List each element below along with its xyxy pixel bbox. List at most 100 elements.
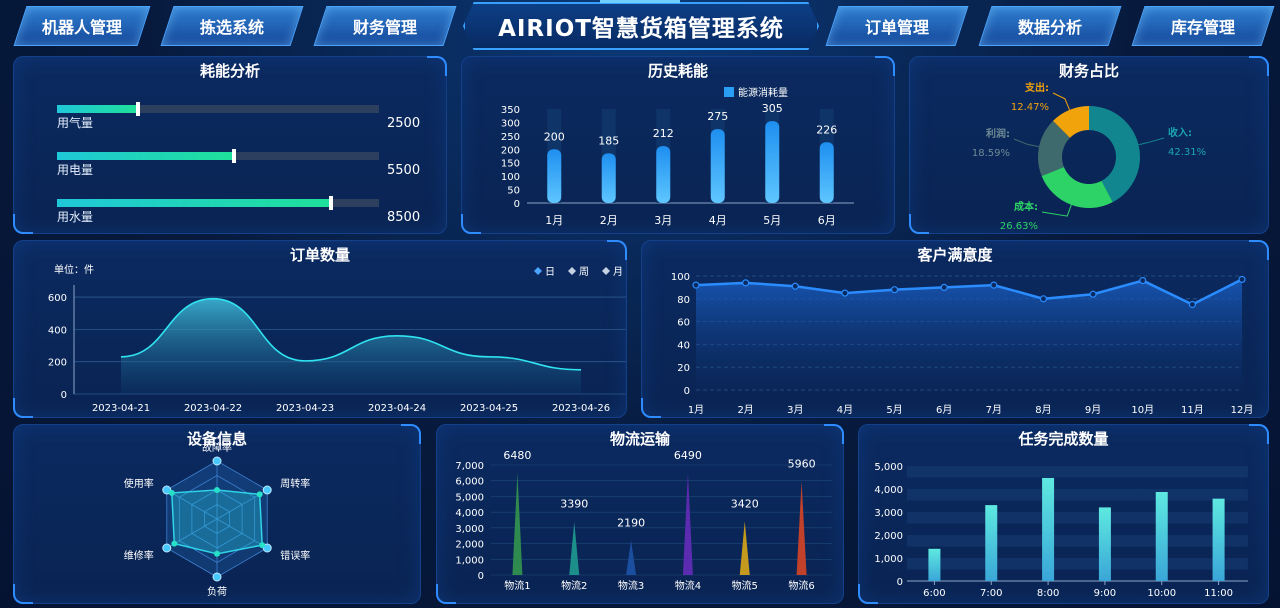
donut-value: 42.31% — [1168, 147, 1206, 158]
logistics-chart: 0 1,000 2,000 3,000 4,000 5,000 6,000 7,000 6480… — [455, 449, 832, 592]
radar-node — [212, 456, 222, 466]
unit-label: 单位：件 — [54, 263, 94, 276]
radar-axis-label: 使用率 — [124, 477, 154, 490]
bar — [985, 505, 998, 581]
y-tick-label: 4,000 — [874, 485, 903, 496]
bar-value-label: 212 — [653, 127, 674, 140]
radar-value-point — [214, 550, 220, 557]
donut-leader-line — [1138, 137, 1165, 146]
nav-order-management[interactable]: 订单管理 — [825, 6, 969, 46]
y-tick-label: 0 — [684, 386, 690, 397]
x-tick-label: 物流6 — [788, 579, 814, 592]
device-panel: 设备信息 故障率 周转率 错误率 负荷 维修率 使用率 — [13, 424, 421, 604]
history-panel: 历史耗能 能源消耗量 0 50 100 150 200 250 300 350 200 1月 185 2… — [461, 56, 895, 234]
x-tick-label: 2023-04-23 — [276, 403, 334, 414]
logistics-title: 物流运输 — [609, 430, 670, 448]
x-tick-label: 7月 — [986, 404, 1002, 416]
tasks-title: 任务完成数量 — [1018, 430, 1109, 448]
x-tick-label: 物流3 — [618, 579, 644, 592]
y-tick-label: 0 — [61, 390, 67, 401]
legend-label: 能源消耗量 — [738, 86, 788, 99]
data-point — [890, 286, 899, 294]
nav-robot-management[interactable]: 机器人管理 — [13, 6, 151, 46]
x-tick-label: 2023-04-25 — [460, 403, 518, 414]
legend-marker — [602, 267, 610, 275]
y-tick-label: 3,000 — [455, 524, 484, 535]
nav-label: 订单管理 — [864, 18, 929, 37]
energy-track — [57, 196, 379, 210]
y-tick-label: 600 — [48, 293, 67, 304]
radar-value-point — [168, 489, 175, 496]
energy-label: 用水量 — [57, 210, 94, 224]
donut-leader-line — [1013, 138, 1040, 148]
donut-slice — [1041, 167, 1113, 209]
energy-fill — [57, 105, 138, 113]
radar-value-point — [171, 540, 178, 547]
radar-spoke — [216, 518, 268, 549]
nav-picking-system[interactable]: 拣选系统 — [160, 6, 304, 46]
energy-handle — [328, 196, 333, 210]
x-tick-label: 5月 — [886, 404, 902, 416]
nav-data-analysis[interactable]: 数据分析 — [978, 6, 1122, 46]
device-title: 设备信息 — [186, 430, 247, 448]
app-title: AIRIOT智慧货箱管理系统 — [498, 16, 784, 42]
bar — [512, 473, 523, 575]
y-tick-label: 5,000 — [455, 492, 484, 503]
grid-band — [907, 512, 1248, 524]
x-tick-label: 8:00 — [1037, 588, 1059, 599]
y-tick-label: 150 — [501, 159, 520, 170]
x-tick-label: 12月 — [1231, 404, 1254, 416]
energy-track — [57, 149, 379, 163]
y-tick-label: 1,000 — [455, 555, 484, 566]
donut-slice — [1089, 106, 1140, 203]
x-tick-label: 物流5 — [732, 579, 758, 592]
x-tick-label: 7:00 — [980, 588, 1002, 599]
bar — [1042, 477, 1055, 581]
energy-value: 2500 — [387, 116, 421, 131]
donut-label: 利润: — [986, 127, 1010, 140]
data-point — [1139, 276, 1147, 285]
x-tick-label: 11:00 — [1204, 588, 1233, 599]
bar — [569, 521, 580, 575]
bar-value-label: 200 — [544, 130, 565, 143]
bar-value-label: 226 — [816, 123, 837, 136]
legend-label: 日 — [545, 267, 555, 278]
nav-inventory-management[interactable]: 库存管理 — [1131, 6, 1275, 46]
radar-node — [262, 543, 272, 553]
bar — [1155, 491, 1168, 581]
bar — [682, 473, 693, 575]
x-tick-label: 2023-04-21 — [92, 403, 150, 414]
bar-value-label: 3420 — [731, 497, 759, 510]
radar-node — [212, 572, 222, 582]
data-point — [940, 283, 948, 292]
donut-value: 26.63% — [1000, 221, 1038, 232]
x-tick-label: 物流4 — [675, 579, 701, 592]
donut-label: 支出: — [1024, 81, 1049, 94]
bar — [1098, 507, 1111, 581]
y-tick-label: 100 — [501, 172, 520, 183]
x-tick-label: 物流1 — [504, 579, 530, 592]
x-tick-label: 9:00 — [1094, 588, 1116, 599]
bar — [765, 121, 780, 203]
nav-finance-management[interactable]: 财务管理 — [313, 6, 457, 46]
x-tick-label: 3月 — [787, 404, 803, 416]
data-point — [791, 282, 799, 290]
radar-node — [162, 543, 172, 553]
bar-value-label: 275 — [707, 110, 728, 123]
satisfaction-panel: 客户满意度 0 20 40 60 80 100 1月 2月 3月 4月 5月 6月 7月 8月 9月 10月 1… — [641, 240, 1269, 418]
bar-value-label: 185 — [598, 134, 619, 147]
x-tick-label: 2023-04-26 — [552, 403, 610, 414]
bar-value-label: 305 — [762, 102, 783, 115]
legend-label: 周 — [579, 266, 589, 278]
y-tick-label: 2,000 — [455, 540, 484, 551]
area-fill — [121, 298, 581, 394]
nav-label: 财务管理 — [352, 18, 417, 37]
y-tick-label: 7,000 — [455, 461, 484, 472]
logistics-panel: 物流运输 0 1,000 2,000 3,000 4,000 5,000 6,000 7,00… — [436, 424, 844, 604]
x-tick-label: 2月 — [600, 214, 618, 227]
y-tick-label: 60 — [677, 318, 690, 329]
y-tick-label: 20 — [677, 363, 690, 374]
energy-track — [57, 102, 379, 116]
y-tick-label: 200 — [48, 358, 67, 369]
satisfaction-chart: 0 20 40 60 80 100 1月 2月 3月 4月 5月 6月 7月 8月 9月 10月 11月 12月 — [671, 272, 1254, 416]
